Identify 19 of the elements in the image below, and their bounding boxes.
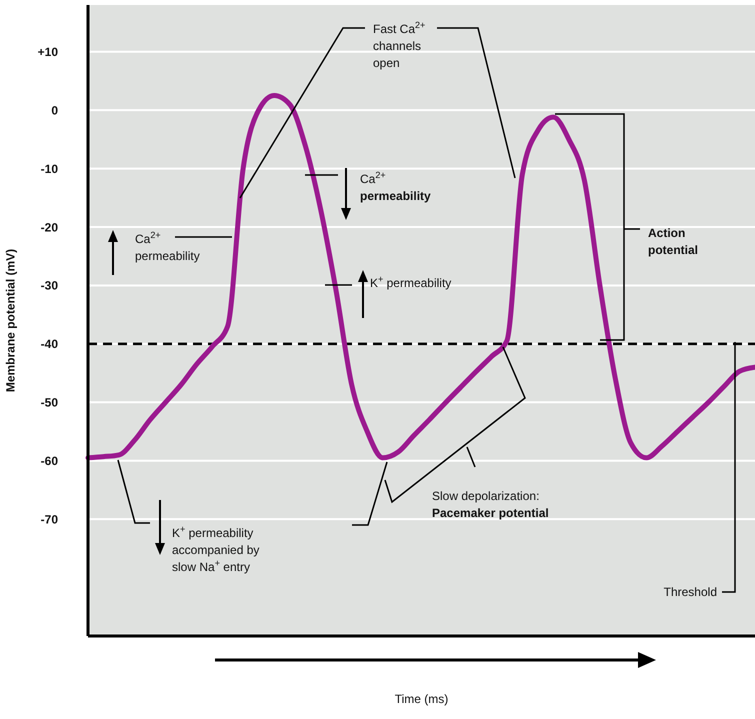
annotation: Fast Ca$^{2+}$ channels open <box>373 20 426 70</box>
y-tick-label: -30 <box>40 278 58 293</box>
y-tick-label: -10 <box>40 162 58 176</box>
y-tick-label: -50 <box>40 396 58 410</box>
annotation: K$^{+}$ permeability <box>370 274 452 290</box>
annotation: Action potential <box>648 226 698 257</box>
x-axis-title: Time (ms) <box>394 692 448 706</box>
ref-line-label: Threshold <box>664 585 717 599</box>
y-tick-label: +10 <box>38 45 58 59</box>
annotation: Ca$^{2+}$ permeability <box>360 170 432 203</box>
y-tick-label: -40 <box>40 337 58 352</box>
annotation: Ca$^{2+}$ permeability <box>135 230 200 263</box>
y-tick-label: -60 <box>40 454 58 468</box>
y-tick-label: -70 <box>40 512 58 526</box>
y-tick-label: -20 <box>40 220 58 234</box>
annotation: K$^{+}$ permeability accompanied by slow Na$^{+}$ entry <box>172 524 260 574</box>
y-tick-label: 0 <box>51 103 58 118</box>
annotation: Slow depolarization: Pacemaker potential <box>432 489 549 520</box>
y-axis-title: Membrane potential (mV) <box>3 248 18 392</box>
